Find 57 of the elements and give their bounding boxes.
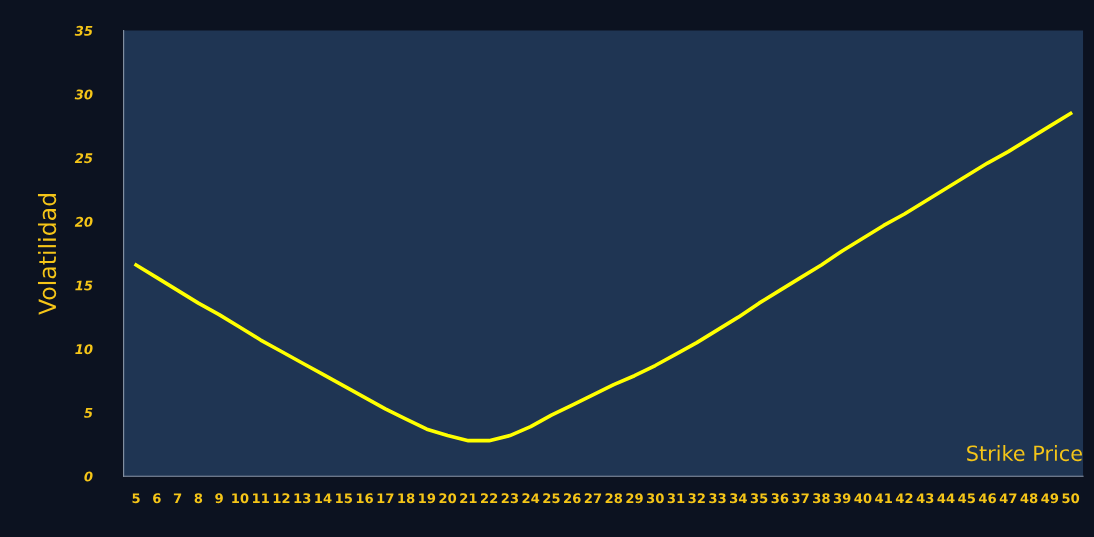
x-tick-label: 41 — [875, 493, 892, 504]
x-tick-label: 20 — [439, 493, 457, 504]
x-tick-label: 34 — [730, 493, 747, 504]
x-tick-label: 45 — [958, 493, 976, 504]
x-tick-label: 50 — [1062, 493, 1080, 504]
x-tick-label: 32 — [688, 493, 705, 504]
x-tick-label: 46 — [978, 493, 996, 504]
y-tick-label: 20 — [74, 216, 93, 227]
x-tick-label: 6 — [153, 493, 161, 504]
x-tick-label: 24 — [522, 493, 540, 504]
x-tick-label: 23 — [501, 493, 519, 504]
x-tick-label: 35 — [750, 493, 768, 504]
x-tick-label: 30 — [646, 493, 664, 504]
x-tick-label: 7 — [173, 493, 182, 504]
x-tick-label: 38 — [813, 493, 830, 504]
x-tick-label: 16 — [356, 493, 373, 504]
x-tick-label: 15 — [336, 493, 353, 504]
x-tick-label: 13 — [294, 493, 311, 504]
x-tick-label: 21 — [460, 493, 477, 504]
x-tick-label: 40 — [854, 493, 872, 504]
x-tick-label: 48 — [1020, 493, 1038, 504]
x-tick-label: 8 — [194, 493, 203, 504]
x-tick-label: 25 — [543, 493, 560, 504]
y-tick-label: 30 — [74, 89, 93, 100]
x-tick-label: 47 — [999, 493, 1017, 504]
x-tick-label: 29 — [626, 493, 643, 504]
x-tick-label: 17 — [377, 493, 394, 504]
y-tick-label: 15 — [75, 280, 93, 291]
x-tick-label: 10 — [232, 493, 249, 504]
x-tick-label: 49 — [1041, 493, 1059, 504]
y-tick-label: 5 — [84, 408, 93, 418]
x-tick-label: 31 — [667, 493, 685, 504]
x-tick-label: 18 — [398, 493, 415, 504]
y-tick-label: 0 — [84, 471, 93, 482]
x-tick-label: 33 — [709, 493, 726, 504]
x-tick-label: 22 — [480, 493, 498, 504]
x-tick-label: 28 — [605, 493, 623, 504]
x-tick-label: 44 — [937, 493, 955, 504]
x-tick-label: 42 — [895, 493, 913, 504]
x-tick-label: 12 — [273, 493, 290, 504]
x-tick-label: 26 — [564, 493, 581, 504]
x-axis-title: Strike Price — [967, 445, 1082, 462]
y-axis-title: Volatilidad — [37, 194, 57, 315]
x-tick-label: 5 — [132, 493, 140, 504]
x-tick-label: 19 — [419, 493, 436, 504]
y-tick-label: 10 — [75, 344, 93, 355]
x-tick-label: 27 — [584, 493, 602, 504]
x-tick-label: 39 — [833, 493, 851, 504]
y-tick-label: 35 — [74, 25, 93, 36]
x-tick-label: 37 — [792, 493, 809, 504]
line-series — [134, 111, 1073, 443]
x-tick-label: 11 — [252, 493, 269, 504]
x-tick-label: 9 — [215, 493, 223, 504]
x-tick-label: 14 — [315, 493, 332, 504]
x-tick-label: 36 — [771, 493, 789, 504]
x-tick-label: 43 — [916, 493, 934, 504]
y-tick-label: 25 — [74, 153, 93, 164]
